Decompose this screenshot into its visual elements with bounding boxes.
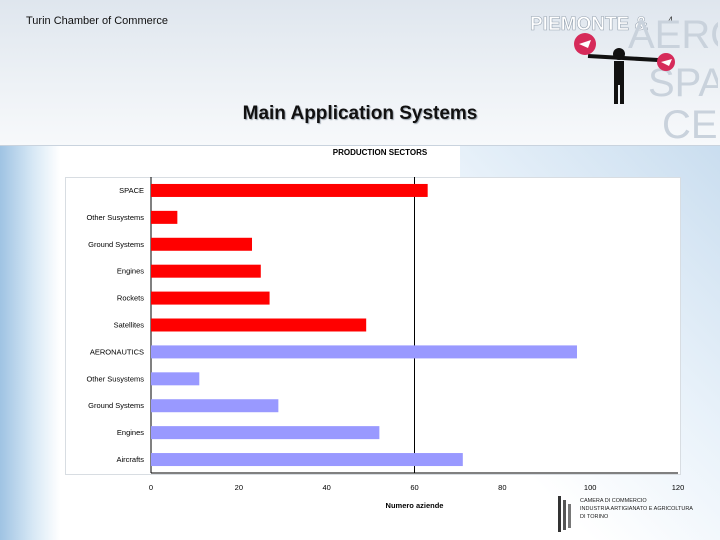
bar-4 <box>151 291 270 305</box>
x-tick-label-2: 40 <box>322 483 330 492</box>
bar-2 <box>151 237 253 251</box>
bar-0 <box>151 183 428 197</box>
category-label-9: Engines <box>117 428 144 437</box>
logo-text-aero: AERO <box>628 13 718 57</box>
chamber-line-3: DI TORINO <box>580 514 609 520</box>
bar-6 <box>151 345 577 359</box>
bar-8 <box>151 399 279 413</box>
slide-header: Turin Chamber of Commerce 4 PIEMONTE & A… <box>0 0 720 146</box>
category-label-6: AERONAUTICS <box>90 347 144 356</box>
chart-frame <box>65 177 681 475</box>
x-tick-label-1: 20 <box>235 483 243 492</box>
chamber-line-1: CAMERA DI COMMERCIO <box>580 498 647 504</box>
chart-title: PRODUCTION SECTORS <box>332 148 428 157</box>
slide-title: Main Application Systems <box>242 103 478 124</box>
category-label-7: Other Susystems <box>86 374 144 383</box>
x-tick-label-3: 60 <box>410 483 418 492</box>
piemonte-aerospace-logo: PIEMONTE & AERO SPA CE <box>530 13 718 141</box>
x-tick-label-6: 120 <box>672 483 685 492</box>
bar-9 <box>151 426 380 440</box>
category-label-2: Ground Systems <box>88 240 144 249</box>
category-label-0: SPACE <box>119 186 144 195</box>
chamber-of-commerce-logo: CAMERA DI COMMERCIO INDUSTRIA ARTIGIANAT… <box>556 492 716 537</box>
category-label-8: Ground Systems <box>88 401 144 410</box>
category-label-5: Satellites <box>114 321 145 330</box>
logo-text-ce: CE <box>662 103 718 141</box>
bar-3 <box>151 264 261 278</box>
bar-1 <box>151 210 178 224</box>
x-tick-label-5: 100 <box>584 483 597 492</box>
organization-name: Turin Chamber of Commerce <box>26 15 169 27</box>
bar-10 <box>151 453 463 467</box>
pictogram-figure-icon <box>574 33 675 104</box>
bar-7 <box>151 372 200 386</box>
category-label-1: Other Susystems <box>86 213 144 222</box>
logo-text-piemonte: PIEMONTE & <box>530 14 649 35</box>
chamber-line-2: INDUSTRIA ARTIGIANATO E AGRICOLTURA <box>580 506 693 512</box>
x-axis-label: Numero aziende <box>386 501 444 510</box>
category-label-3: Engines <box>117 267 144 276</box>
page-number: 4 <box>668 15 674 25</box>
x-tick-label-4: 80 <box>498 483 506 492</box>
category-label-10: Aircrafts <box>116 455 144 464</box>
x-tick-label-0: 0 <box>149 483 153 492</box>
chamber-emblem-icon <box>558 496 571 532</box>
bar-5 <box>151 318 367 332</box>
category-label-4: Rockets <box>117 294 144 303</box>
